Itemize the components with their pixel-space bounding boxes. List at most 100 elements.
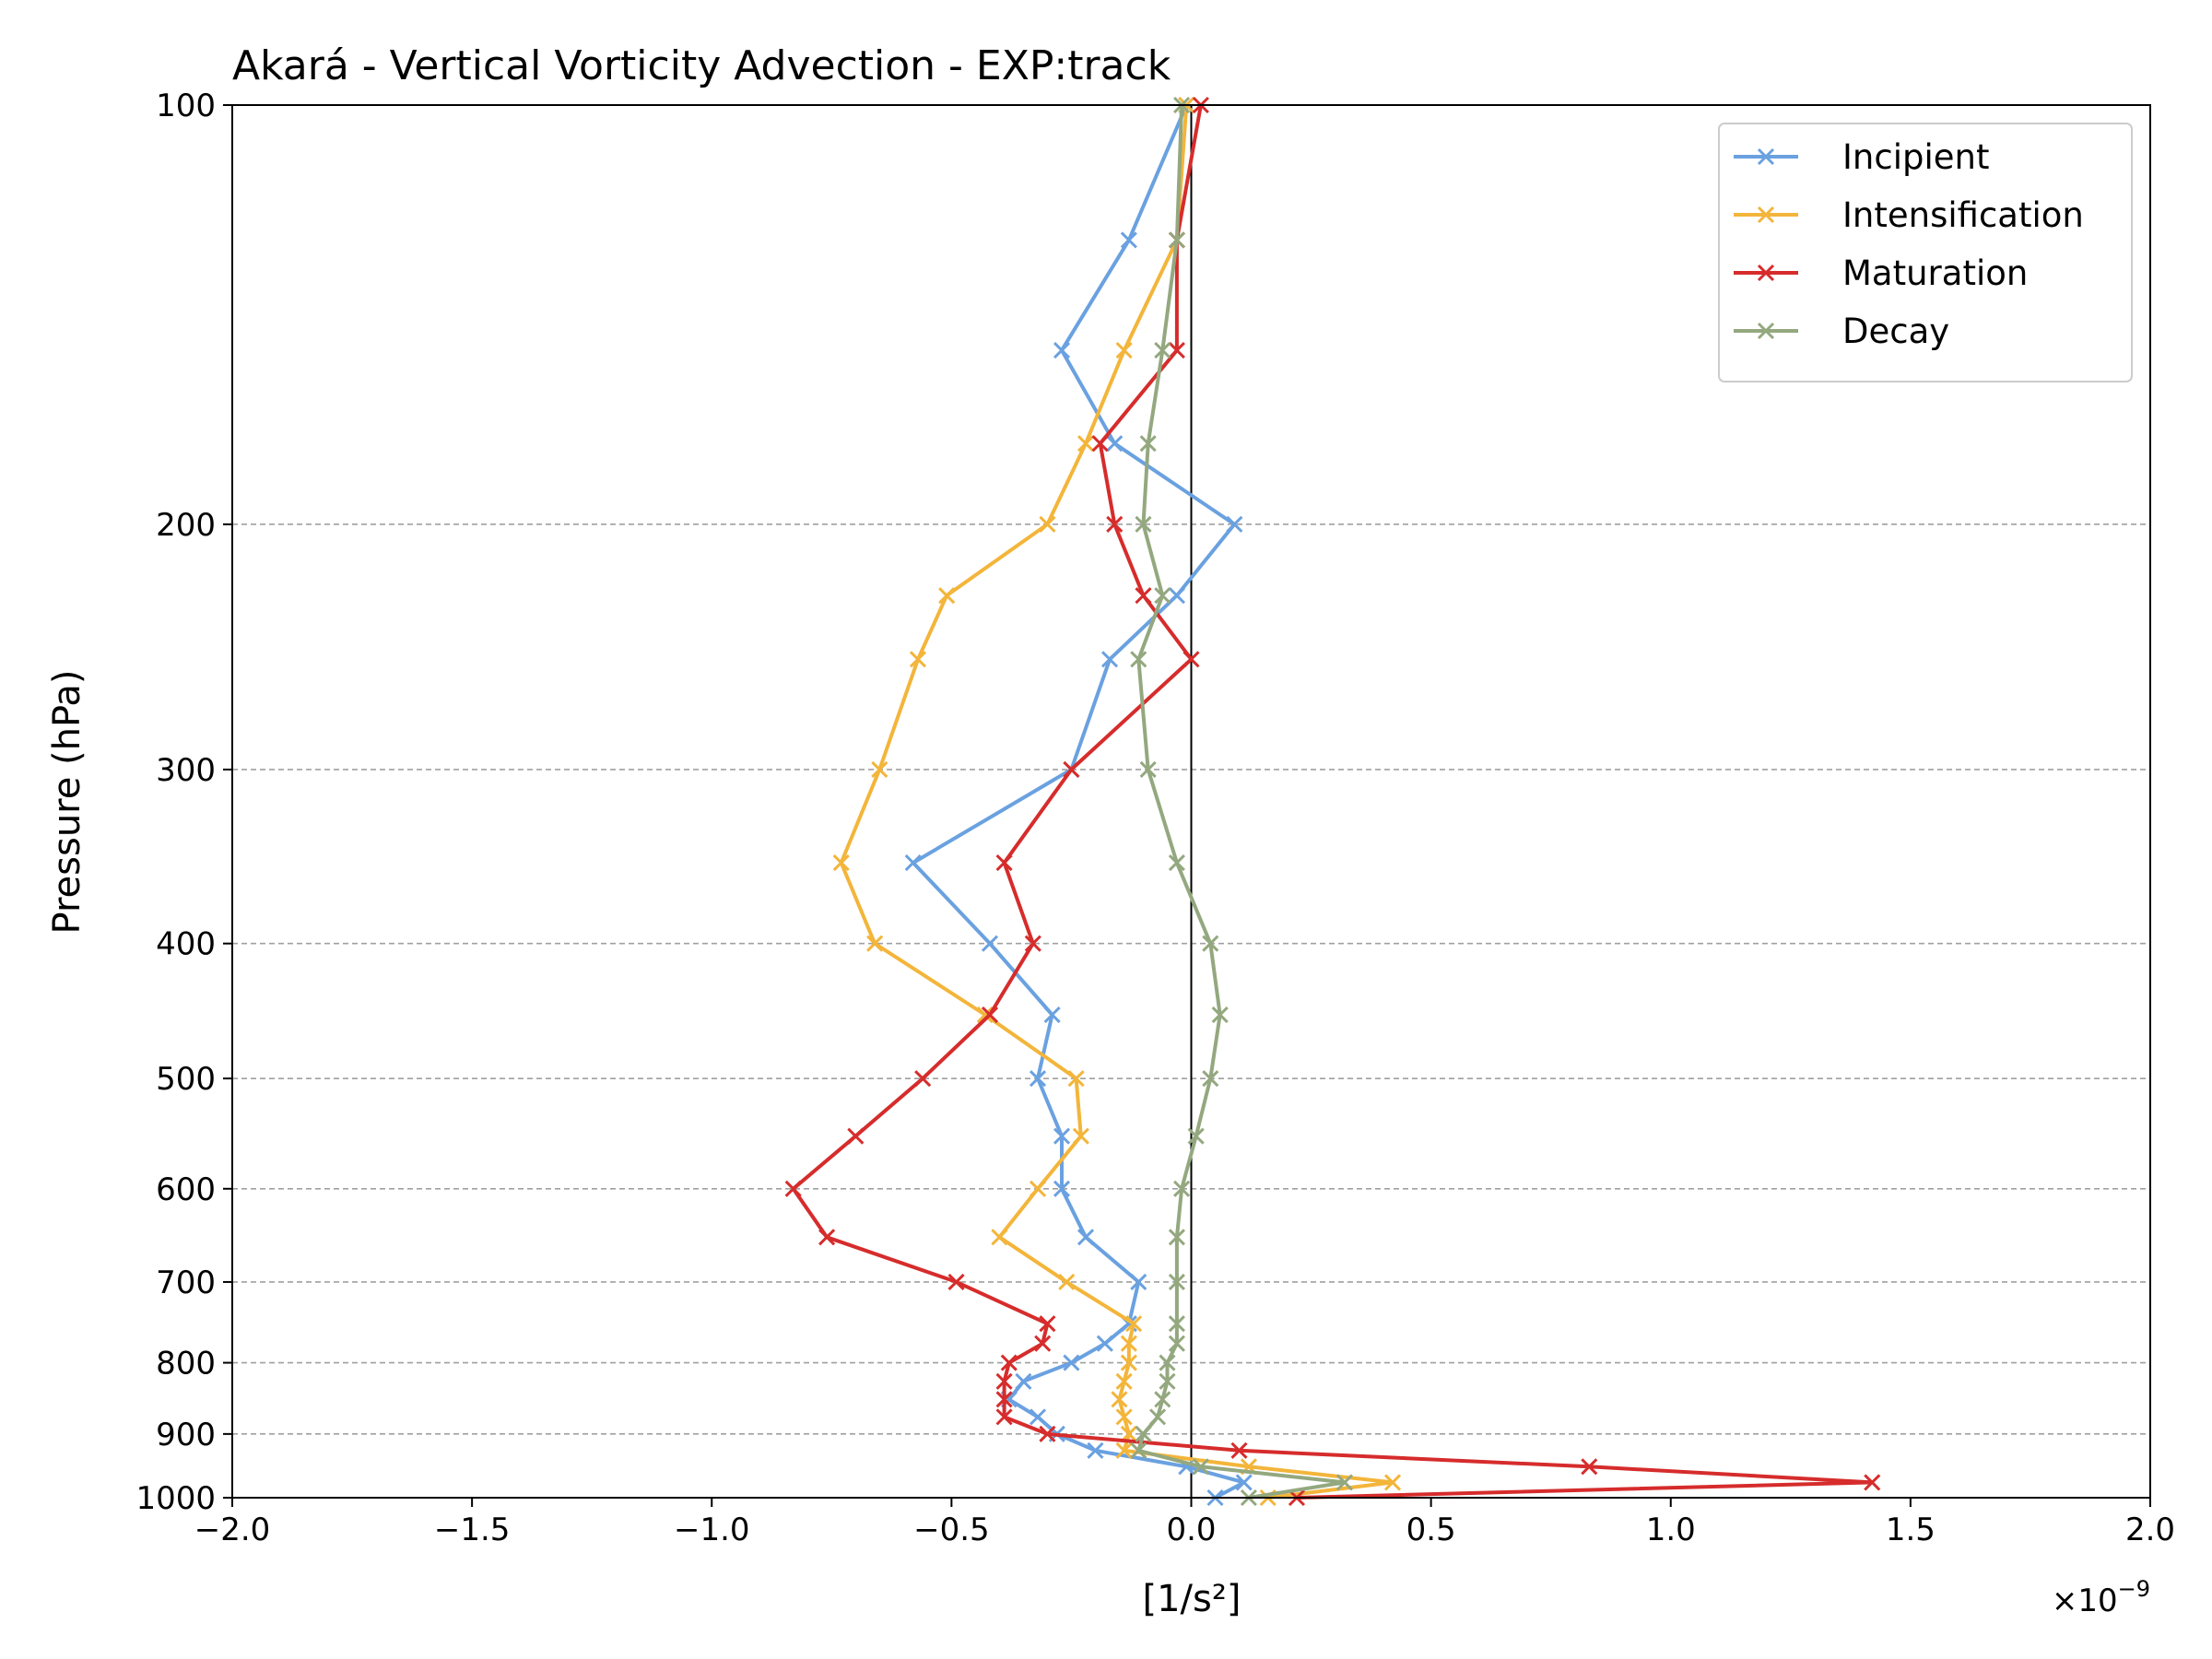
grid (232, 105, 2150, 1498)
data-point (909, 651, 927, 668)
data-point (1168, 1335, 1185, 1352)
data-point (981, 935, 999, 952)
data-point (1187, 1127, 1205, 1145)
legend-marker (1757, 264, 1775, 282)
data-point (1039, 1315, 1056, 1333)
y-tick-label: 900 (156, 1417, 216, 1453)
legend-label: Intensification (1842, 195, 2084, 235)
data-point (1168, 1273, 1185, 1291)
data-point (1202, 935, 1219, 952)
chart-title: Akará - Vertical Vorticity Advection - E… (232, 42, 1171, 89)
legend-item: Maturation (1734, 253, 2028, 293)
data-point (995, 854, 1013, 872)
legend-box (1718, 123, 2133, 382)
data-point (1115, 1441, 1133, 1459)
data-point (1029, 1070, 1047, 1088)
x-tick-label: 2.0 (2125, 1512, 2175, 1548)
data-point (1581, 1458, 1598, 1476)
data-point (991, 1229, 1008, 1246)
data-point (1135, 1425, 1152, 1442)
data-point (1135, 587, 1152, 605)
data-point (947, 1273, 965, 1291)
x-axis-multiplier-exponent: −9 (2118, 1576, 2150, 1602)
data-point (1072, 1127, 1089, 1145)
data-point (1139, 760, 1157, 778)
data-point (1235, 1474, 1253, 1491)
data-point (818, 1229, 836, 1246)
data-point (1202, 1070, 1219, 1088)
data-point (1053, 1127, 1071, 1145)
y-tick-label: 200 (156, 507, 216, 544)
data-point (1063, 1354, 1080, 1371)
data-point (866, 935, 884, 952)
data-point (847, 1127, 865, 1145)
series-layer (784, 96, 1881, 1507)
legend-item: Incipient (1734, 137, 1989, 177)
data-point (1192, 1458, 1209, 1476)
data-point (1106, 515, 1124, 533)
data-point (1000, 1354, 1018, 1371)
y-tick-label: 500 (156, 1061, 216, 1098)
data-point (1383, 1474, 1402, 1491)
data-point (1211, 1006, 1229, 1024)
x-axis-multiplier: ×10−9 (2052, 1576, 2150, 1619)
data-point (914, 1070, 932, 1088)
data-point (1335, 1474, 1354, 1491)
data-point (976, 1006, 994, 1024)
data-point (981, 1006, 999, 1024)
data-point (1015, 1372, 1032, 1390)
data-point (1029, 1180, 1047, 1197)
legend-label: Decay (1842, 312, 1949, 351)
x-tick-label: 1.0 (1646, 1512, 1696, 1548)
data-point (995, 1391, 1013, 1408)
data-point (1168, 1229, 1185, 1246)
series-maturation (784, 96, 1881, 1507)
y-tick-label: 700 (156, 1265, 216, 1301)
x-tick-label: −2.0 (194, 1512, 271, 1548)
data-point (1168, 342, 1185, 359)
x-tick-label: −1.0 (674, 1512, 750, 1548)
x-tick-label: 1.5 (1886, 1512, 1936, 1548)
y-tick-label: 1000 (135, 1480, 216, 1517)
legend-marker (1757, 147, 1775, 166)
data-point (1168, 231, 1185, 249)
y-tick-label: 800 (156, 1346, 216, 1382)
y-tick-label: 600 (156, 1171, 216, 1208)
data-point (1100, 651, 1119, 668)
data-point (1168, 587, 1185, 605)
data-point (1053, 342, 1071, 359)
data-point (1091, 435, 1109, 453)
data-point (1063, 760, 1080, 778)
legend: Incipient Intensification Maturation Decay (1718, 123, 2133, 382)
data-point (1115, 1372, 1133, 1390)
data-point (1029, 1408, 1047, 1426)
series-line (791, 104, 1875, 1500)
x-axis-multiplier-base: ×10 (2052, 1583, 2118, 1619)
data-point (871, 760, 888, 778)
data-point (1106, 435, 1124, 453)
series-incipient (904, 96, 1253, 1507)
x-tick-label: −0.5 (913, 1512, 990, 1548)
series-line (839, 104, 1394, 1500)
data-point (1230, 1441, 1248, 1459)
data-point (1067, 1070, 1085, 1088)
data-point (1087, 1441, 1104, 1459)
x-tick-label: 0.5 (1406, 1512, 1456, 1548)
data-point (1182, 651, 1200, 668)
legend-item: Intensification (1734, 195, 2084, 235)
data-point (1096, 1335, 1113, 1352)
legend-label: Incipient (1842, 137, 1989, 177)
data-point (1135, 515, 1152, 533)
data-point (1168, 1315, 1185, 1333)
y-axis-label: Pressure (hPa) (46, 670, 88, 935)
data-point (1173, 1180, 1191, 1197)
data-point (1053, 1180, 1071, 1197)
x-tick-label: 0.0 (1166, 1512, 1216, 1548)
data-point (1154, 587, 1171, 605)
data-point (1077, 1229, 1095, 1246)
data-point (1120, 1335, 1137, 1352)
axis-ticks: −2.0 −1.5 −1.0 −0.5 0.0 0.5 1.0 1.5 2.0 100 200 300… (135, 88, 2175, 1548)
data-point (1115, 1408, 1133, 1426)
